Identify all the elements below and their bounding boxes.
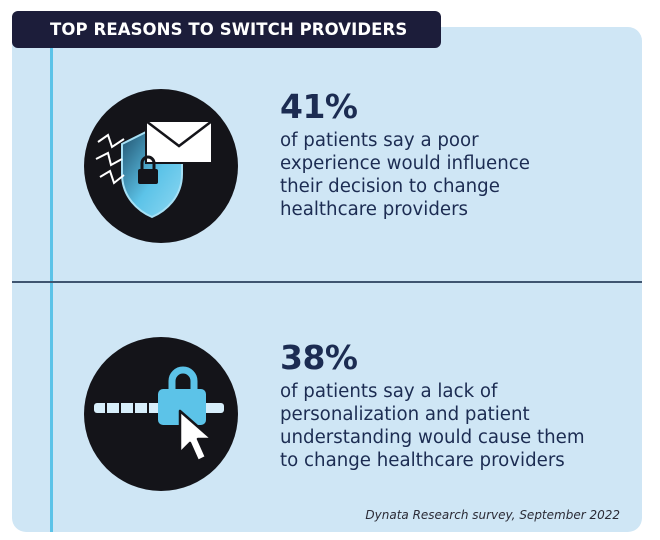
stat-description: of patients say a poor experience would …: [280, 129, 610, 221]
shield-envelope-lock-icon: [84, 89, 238, 243]
stat-line: their decision to change: [280, 176, 500, 197]
header-title: TOP REASONS TO SWITCH PROVIDERS: [12, 11, 441, 48]
stat-description: of patients say a lack of personalizatio…: [280, 380, 610, 472]
stat-block-1: 41% of patients say a poor experience wo…: [280, 89, 610, 221]
stat-line: experience would influence: [280, 153, 530, 174]
stat-percent: 38%: [280, 338, 358, 377]
source-citation: Dynata Research survey, September 2022: [365, 508, 620, 522]
accent-line: [50, 27, 53, 532]
stat-block-2: 38% of patients say a lack of personaliz…: [280, 340, 610, 472]
section-divider: [12, 281, 642, 283]
stat-percent: 41%: [280, 87, 358, 126]
lock-slider-cursor-icon: [84, 337, 238, 491]
stat-line: of patients say a poor: [280, 130, 479, 151]
stat-line: healthcare providers: [280, 199, 469, 220]
stat-line: to change healthcare providers: [280, 450, 565, 471]
stat-line: of patients say a lack of: [280, 381, 498, 402]
stat-line: understanding would cause them: [280, 427, 585, 448]
stat-line: personalization and patient: [280, 404, 530, 425]
